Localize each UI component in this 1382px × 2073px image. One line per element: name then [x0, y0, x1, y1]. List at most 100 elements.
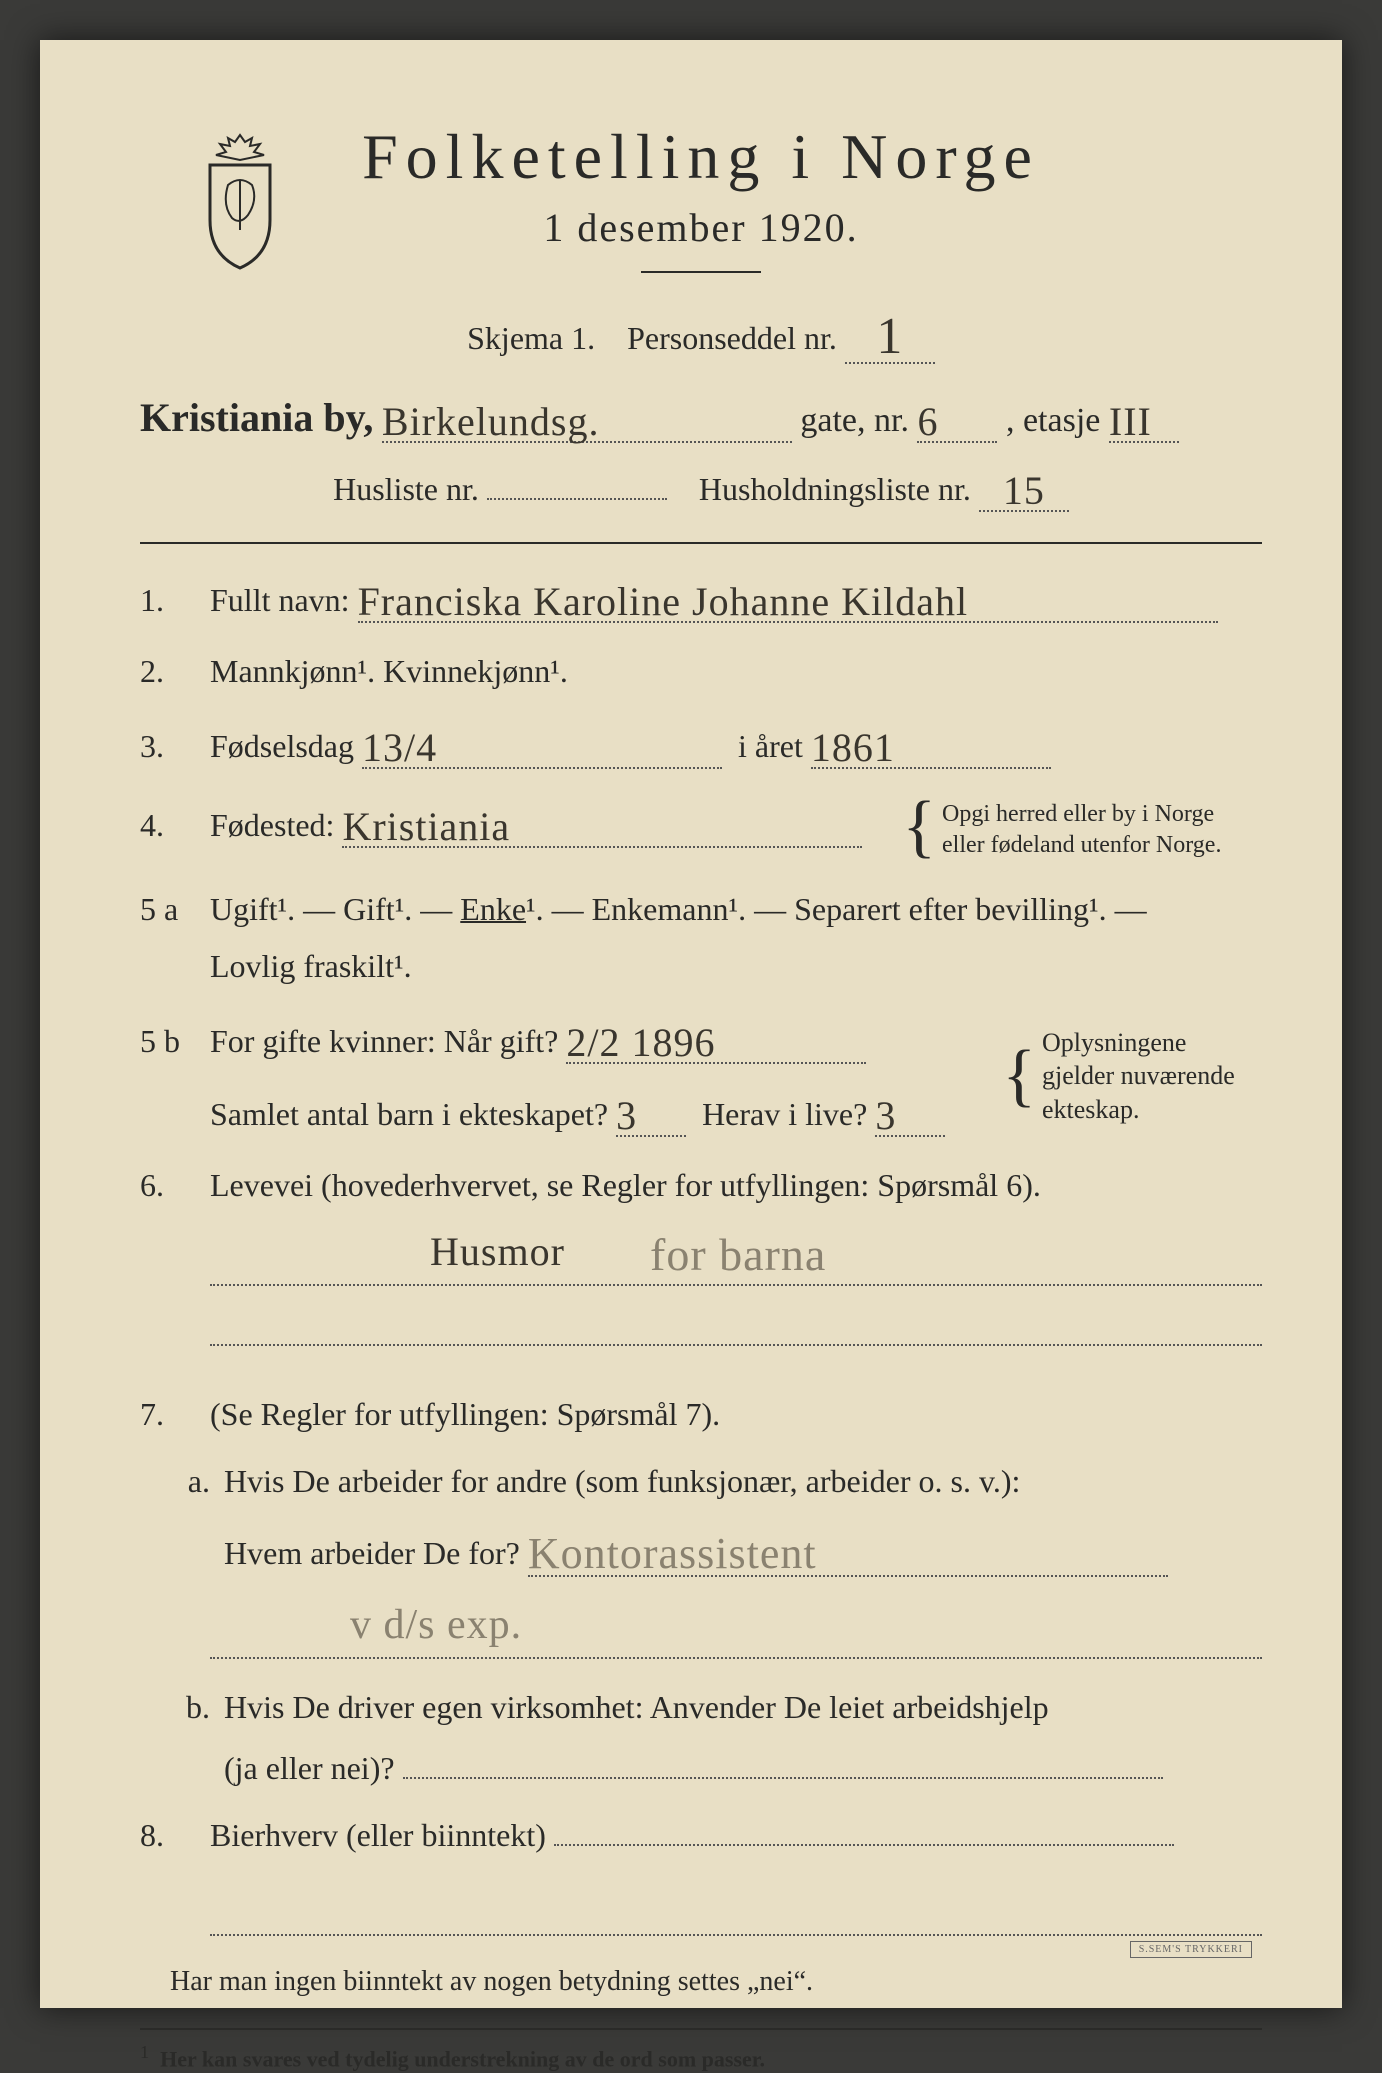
q3-label-b: i året: [738, 728, 803, 764]
q1-label: Fullt navn:: [210, 582, 350, 618]
q3-field-a: 13/4: [362, 720, 722, 769]
q1-value: Franciska Karoline Johanne Kildahl: [358, 579, 969, 624]
q5b-field-b: 3: [616, 1088, 686, 1137]
q7b-field: [403, 1777, 1163, 1779]
husliste-nr-field: [487, 498, 667, 500]
q2-num: 2.: [140, 653, 210, 690]
q7b-label1: Hvis De driver egen virksomhet: Anvender…: [224, 1689, 1262, 1726]
gate-label: gate, nr.: [800, 402, 909, 439]
husholdning-label: Husholdningsliste nr.: [699, 471, 971, 507]
q2-row: 2. Mannkjønn¹. Kvinnekjønn¹.: [140, 653, 1262, 690]
q5b-brace-icon: {: [1002, 1048, 1036, 1104]
q4-num: 4.: [140, 807, 210, 844]
q7a-label2: Hvem arbeider De for?: [224, 1535, 520, 1571]
q5a-text-post: ¹. — Enkemann¹. — Separert efter bevilli…: [526, 891, 1147, 927]
q5b-label-c: Herav i live?: [702, 1096, 867, 1132]
q8-label: Bierhverv (eller biinntekt): [210, 1817, 546, 1853]
husholdning-nr-field: 15: [979, 463, 1069, 512]
q6-num: 6.: [140, 1167, 210, 1204]
q5b-num: 5 b: [140, 1023, 210, 1060]
q4-brace-icon: {: [902, 799, 936, 855]
etasje-label: , etasje: [1006, 402, 1100, 439]
q4-field: Kristiania: [342, 799, 862, 848]
q3-value-a: 13/4: [362, 725, 437, 770]
q6-row: 6. Levevei (hovederhvervet, se Regler fo…: [140, 1167, 1262, 1204]
q4-value: Kristiania: [342, 804, 510, 849]
footnote-divider: [140, 2028, 1262, 2030]
header: Folketelling i Norge 1 desember 1920.: [140, 120, 1262, 273]
q6-value-pencil: for barna: [650, 1228, 826, 1281]
q7a-letter: a.: [140, 1463, 224, 1500]
q3-num: 3.: [140, 728, 210, 765]
gate-nr-field: 6: [917, 394, 997, 443]
footnote: 1 Her kan svares ved tydelig understrekn…: [140, 2042, 1262, 2072]
q5b-row: 5 b For gifte kvinner: Når gift? 2/2 189…: [140, 1015, 1262, 1137]
q4-row: 4. Fødested: Kristiania { Opgi herred el…: [140, 799, 1262, 861]
street-field: Birkelundsg.: [382, 394, 792, 443]
personseddel-nr-value: 1: [876, 308, 903, 365]
gate-nr-value: 6: [917, 399, 938, 444]
q5b-value-a: 2/2 1896: [566, 1020, 715, 1065]
q5b-field-c: 3: [875, 1088, 945, 1137]
q7a-value2: v d/s exp.: [350, 1601, 522, 1649]
q1-row: 1. Fullt navn: Franciska Karoline Johann…: [140, 574, 1262, 623]
q8-field: [554, 1844, 1174, 1846]
printer-stamp: S.SEM'S TRYKKERI: [1130, 1941, 1252, 1958]
q7b-letter: b.: [140, 1689, 224, 1726]
q8-num: 8.: [140, 1817, 210, 1854]
title-main: Folketelling i Norge: [140, 120, 1262, 194]
q5a-text-pre: Ugift¹. — Gift¹. —: [210, 891, 460, 927]
q2-text: Mannkjønn¹. Kvinnekjønn¹.: [210, 653, 1262, 690]
q5b-side-note: Oplysningene gjelder nuværende ekteskap.: [1042, 1026, 1262, 1127]
skjema-label-left: Skjema 1.: [467, 320, 595, 356]
q3-label-a: Fødselsdag: [210, 728, 354, 764]
husholdning-nr-value: 15: [1003, 468, 1045, 513]
q7b-label2: (ja eller nei)?: [224, 1750, 395, 1786]
section-divider-top: [140, 542, 1262, 544]
q8-row: 8. Bierhverv (eller biinntekt): [140, 1817, 1262, 1854]
q5a-row: 5 a Ugift¹. — Gift¹. — Enke¹. — Enkemann…: [140, 891, 1262, 985]
q7b-row: b. Hvis De driver egen virksomhet: Anven…: [140, 1689, 1262, 1787]
census-form-page: Folketelling i Norge 1 desember 1920. Sk…: [40, 40, 1342, 2008]
q5b-value-b: 3: [616, 1093, 637, 1138]
husliste-label: Husliste nr.: [333, 471, 479, 507]
footnote-text: Her kan svares ved tydelig understreknin…: [160, 2047, 765, 2072]
q4-side-note: Opgi herred eller by i Norge eller fødel…: [942, 799, 1262, 861]
q5b-value-c: 3: [875, 1093, 896, 1138]
skjema-label-right: Personseddel nr.: [627, 320, 837, 356]
q7-label: (Se Regler for utfyllingen: Spørsmål 7).: [210, 1396, 1262, 1433]
q6-answer-line-2: [210, 1294, 1262, 1346]
q7a-value: Kontorassistent: [528, 1529, 817, 1578]
q6-value-ink: Husmor: [430, 1228, 565, 1275]
q6-label: Levevei (hovederhvervet, se Regler for u…: [210, 1167, 1262, 1204]
q5b-label-b: Samlet antal barn i ekteskapet?: [210, 1096, 608, 1132]
q5a-enke-underlined: Enke: [460, 891, 526, 927]
q5b-field-a: 2/2 1896: [566, 1015, 866, 1064]
q7a-answer-line-2: v d/s exp.: [210, 1607, 1262, 1659]
q3-value-b: 1861: [811, 725, 895, 770]
q5a-num: 5 a: [140, 891, 210, 928]
q7a-field: Kontorassistent: [528, 1524, 1168, 1577]
q3-row: 3. Fødselsdag 13/4 i året 1861: [140, 720, 1262, 769]
etasje-field: III: [1109, 394, 1179, 443]
husliste-row: Husliste nr. Husholdningsliste nr. 15: [140, 463, 1262, 512]
bottom-note: Har man ingen biinntekt av nogen betydni…: [170, 1966, 1262, 1998]
personseddel-nr-field: 1: [845, 303, 935, 364]
q4-label: Fødested:: [210, 807, 334, 843]
q8-answer-line-2: [210, 1884, 1262, 1936]
street-value: Birkelundsg.: [382, 399, 600, 444]
title-sub: 1 desember 1920.: [140, 204, 1262, 251]
q7a-label1: Hvis De arbeider for andre (som funksjon…: [224, 1463, 1262, 1500]
skjema-row: Skjema 1. Personseddel nr. 1: [140, 303, 1262, 364]
etasje-value: III: [1109, 399, 1152, 444]
q7a-row: a. Hvis De arbeider for andre (som funks…: [140, 1463, 1262, 1577]
q1-num: 1.: [140, 582, 210, 619]
q1-field: Franciska Karoline Johanne Kildahl: [358, 574, 1218, 623]
q3-field-b: 1861: [811, 720, 1051, 769]
coat-of-arms-icon: [190, 130, 290, 270]
q7-num: 7.: [140, 1396, 210, 1433]
footnote-sup: 1: [140, 2042, 149, 2062]
q6-answer-line-1: Husmor for barna: [210, 1234, 1262, 1286]
q5a-line2: Lovlig fraskilt¹.: [210, 948, 1262, 985]
address-row: Kristiania by, Birkelundsg. gate, nr. 6 …: [140, 394, 1262, 443]
